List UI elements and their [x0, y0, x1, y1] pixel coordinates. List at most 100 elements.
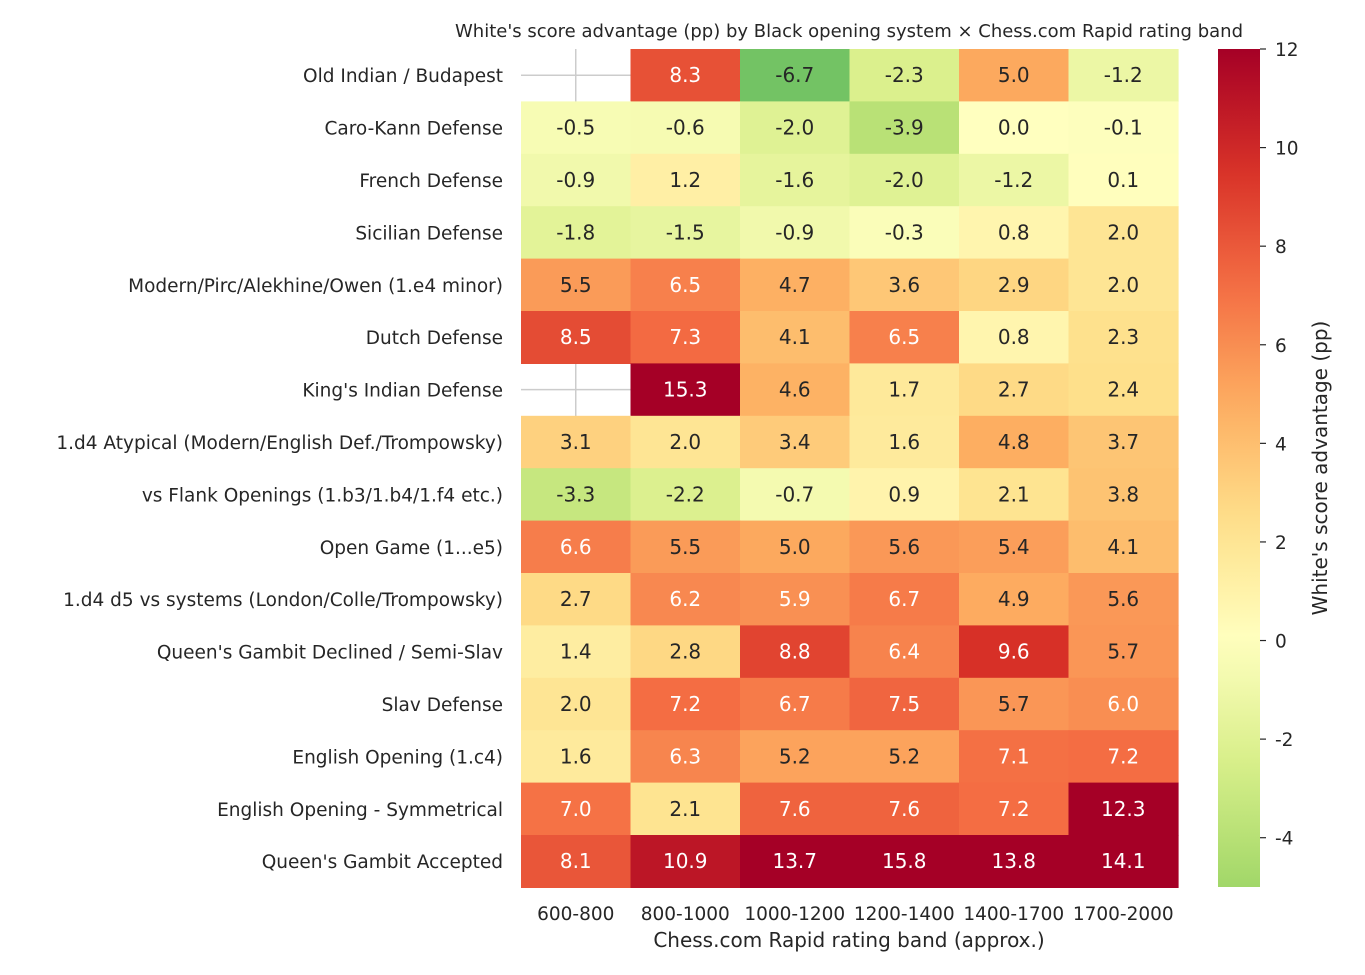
chart-title: White's score advantage (pp) by Black op…	[455, 21, 1243, 42]
heatmap-cell	[521, 782, 632, 836]
cell-value-label: 3.1	[560, 430, 592, 454]
x-tick-label: 1700-2000	[1073, 904, 1174, 925]
cell-value-label: 2.7	[560, 587, 592, 611]
heatmap-cell	[521, 625, 632, 679]
heatmap-cell	[630, 677, 741, 731]
cell-value-label: 0.8	[998, 325, 1030, 349]
cell-value-label: 7.2	[669, 692, 701, 716]
cell-value-label: -0.5	[556, 116, 595, 140]
heatmap-cell	[630, 49, 741, 102]
cell-value-label: 5.7	[998, 692, 1030, 716]
heatmap-cell	[630, 782, 741, 836]
heatmap-cell	[849, 311, 960, 364]
heatmap-cell	[1068, 520, 1179, 574]
x-tick-label: 800-1000	[641, 904, 730, 925]
cell-value-label: 5.6	[888, 535, 920, 559]
y-tick-label: Old Indian / Budapest	[303, 66, 503, 87]
cell-value-label: 2.7	[998, 378, 1030, 402]
cell-value-label: 2.0	[560, 692, 592, 716]
x-tick-label: 600-800	[537, 904, 614, 925]
cell-value-label: 8.8	[779, 640, 811, 664]
y-tick-label: Sicilian Defense	[355, 223, 503, 244]
heatmap-cell	[1068, 468, 1179, 522]
cell-value-label: 13.7	[772, 849, 817, 873]
cell-value-label: -0.1	[1104, 116, 1143, 140]
cell-value-label: 1.6	[560, 744, 592, 768]
cell-value-label: 5.4	[998, 535, 1030, 559]
heatmap-cell	[849, 363, 960, 417]
heatmap-cell	[1068, 573, 1179, 626]
heatmap-cell	[521, 415, 632, 469]
x-tick-label: 1200-1400	[854, 904, 955, 925]
heatmap-cell	[740, 677, 851, 731]
cell-value-label: 2.3	[1107, 325, 1139, 349]
heatmap-cell	[630, 415, 741, 469]
heatmap-cell	[740, 153, 851, 207]
cell-value-labels: 8.3 -6.7 -2.3 5.0 -1.2 -0.5 -0.6 -2.0 -3.9 0.0 -0.…	[556, 63, 1145, 873]
cell-value-label: 3.7	[1107, 430, 1139, 454]
heatmap-cell	[959, 625, 1070, 679]
heatmap-cell	[630, 468, 741, 522]
cell-value-label: 1.2	[669, 168, 701, 192]
cell-value-label: 5.0	[998, 63, 1030, 87]
cell-value-label: 10.9	[663, 849, 708, 873]
cell-value-label: 7.0	[560, 797, 592, 821]
heatmap-cell	[849, 573, 960, 626]
heatmap-cell	[521, 677, 632, 731]
cell-value-label: -2.0	[885, 168, 924, 192]
cell-value-label: 5.9	[779, 587, 811, 611]
heatmap-cell	[630, 520, 741, 574]
heatmap-cell	[740, 258, 851, 312]
heatmap-cell	[849, 49, 960, 102]
heatmap-cell	[959, 677, 1070, 731]
y-tick-label: Caro-Kann Defense	[324, 119, 503, 140]
heatmap-cell	[630, 363, 741, 417]
heatmap-cell	[740, 520, 851, 574]
x-axis-label: Chess.com Rapid rating band (approx.)	[653, 928, 1044, 952]
cell-value-label: 6.5	[669, 273, 701, 297]
cell-value-label: 2.1	[998, 482, 1030, 506]
heatmap-cell	[521, 153, 632, 207]
y-tick-label: French Defense	[359, 171, 503, 192]
heatmap-cell	[849, 625, 960, 679]
heatmap-cell	[1068, 677, 1179, 731]
cell-value-label: 6.6	[560, 535, 592, 559]
y-tick-label: King's Indian Defense	[302, 381, 503, 402]
heatmap-cell	[1068, 258, 1179, 312]
heatmap-cell	[630, 206, 741, 260]
heatmap-cell	[959, 206, 1070, 260]
heatmap-cell	[959, 101, 1070, 155]
heatmap-cell	[521, 206, 632, 260]
y-tick-label: vs Flank Openings (1.b3/1.b4/1.f4 etc.)	[142, 485, 503, 506]
heatmap-cell	[959, 415, 1070, 469]
y-tick-label: Open Game (1...e5)	[320, 538, 503, 559]
heatmap-cell	[1068, 363, 1179, 417]
cell-value-label: 2.0	[1107, 273, 1139, 297]
cell-value-label: 6.3	[669, 744, 701, 768]
cell-value-label: 7.6	[888, 797, 920, 821]
heatmap-cell	[630, 101, 741, 155]
cell-value-label: 6.5	[888, 325, 920, 349]
heatmap-cell	[1068, 415, 1179, 469]
cell-value-label: -1.2	[1104, 63, 1143, 87]
cell-value-label: 2.1	[669, 797, 701, 821]
cell-value-label: 14.1	[1101, 849, 1146, 873]
cell-value-label: 8.1	[560, 849, 592, 873]
cell-value-label: -1.6	[775, 168, 814, 192]
heatmap-cell	[630, 835, 741, 888]
cell-value-label: 2.8	[669, 640, 701, 664]
cell-value-label: 13.8	[991, 849, 1036, 873]
heatmap-cell	[740, 49, 851, 102]
heatmap-cell	[1068, 101, 1179, 155]
cell-value-label: 7.1	[998, 744, 1030, 768]
cell-value-label: 9.6	[998, 640, 1030, 664]
cell-value-label: 5.0	[779, 535, 811, 559]
cell-value-label: 15.3	[663, 378, 708, 402]
colorbar-tick-label: 12	[1275, 40, 1299, 61]
colorbar-tick-label: 6	[1275, 336, 1287, 357]
cell-value-label: 6.4	[888, 640, 920, 664]
cell-value-label: 2.9	[998, 273, 1030, 297]
cell-value-label: 6.7	[779, 692, 811, 716]
cell-value-label: -2.3	[885, 63, 924, 87]
